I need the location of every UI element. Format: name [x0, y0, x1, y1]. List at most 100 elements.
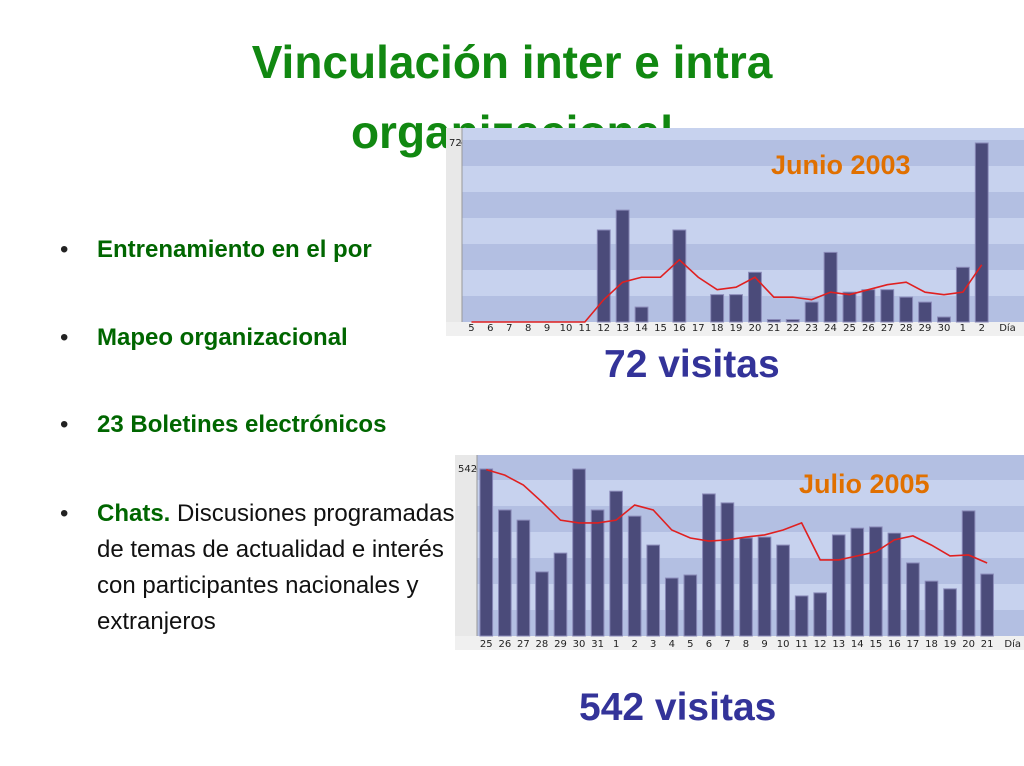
- bullet-text: Mapeo organizacional: [97, 324, 348, 351]
- axis-band: [446, 322, 1024, 336]
- bar: [710, 294, 725, 323]
- bullet-text: Discusiones programadas de temas de actu…: [97, 500, 455, 635]
- x-tick-label: 26: [862, 323, 875, 334]
- plot-stripe: [462, 192, 1024, 218]
- bar: [918, 301, 932, 323]
- x-tick-label: 13: [832, 639, 845, 650]
- y-tick-label: 542: [458, 464, 477, 475]
- x-axis-label: Día: [1004, 638, 1021, 650]
- bar: [590, 509, 605, 637]
- x-tick-label: 22: [786, 323, 799, 334]
- x-tick-label: 8: [743, 639, 749, 650]
- trend-line: [486, 468, 988, 564]
- x-tick-label: 25: [480, 639, 493, 650]
- x-tick-label: 25: [843, 323, 856, 334]
- x-tick-label: 5: [468, 323, 474, 334]
- bar: [924, 580, 939, 637]
- bar: [748, 271, 762, 323]
- x-tick-label: 1: [960, 323, 966, 334]
- x-tick-label: 27: [517, 639, 530, 650]
- bar: [899, 296, 914, 323]
- x-tick-label: 16: [888, 639, 901, 650]
- x-tick-label: 24: [824, 323, 837, 334]
- x-tick-label: 12: [597, 323, 610, 334]
- plot-stripe: [477, 506, 1024, 532]
- bar: [776, 544, 790, 637]
- x-tick-label: 4: [669, 639, 675, 650]
- x-tick-label: 10: [777, 639, 790, 650]
- bar: [906, 562, 920, 637]
- bar: [804, 301, 819, 323]
- bar: [702, 493, 716, 637]
- bar: [672, 229, 687, 323]
- bar: [842, 291, 857, 323]
- bar: [850, 527, 865, 637]
- bar: [974, 142, 989, 323]
- x-tick-label: 3: [650, 639, 656, 650]
- bullet-body: Chats. Discusiones programadas de temas …: [97, 496, 462, 640]
- plot-stripe: [462, 244, 1024, 270]
- bar: [729, 294, 743, 323]
- x-tick-label: 15: [869, 639, 882, 650]
- bar: [572, 468, 586, 637]
- x-tick-label: 7: [506, 323, 512, 334]
- chart-title: Julio 2005: [799, 469, 930, 499]
- bullet-text: Entrenamiento en el por: [97, 236, 372, 263]
- x-tick-label: 19: [944, 639, 957, 650]
- x-tick-label: 29: [919, 323, 932, 334]
- x-tick-label: 21: [767, 323, 780, 334]
- x-tick-label: 31: [591, 639, 604, 650]
- bar: [739, 537, 753, 637]
- bar: [646, 544, 661, 637]
- x-tick-label: 10: [560, 323, 573, 334]
- bar: [634, 306, 649, 323]
- bar: [823, 251, 838, 323]
- bar: [943, 588, 957, 637]
- bar: [980, 573, 994, 637]
- x-tick-label: 30: [573, 639, 586, 650]
- bar: [937, 316, 951, 323]
- bar: [479, 468, 494, 637]
- x-tick-label: 8: [525, 323, 531, 334]
- title-line: Vinculación inter e intra: [251, 36, 773, 88]
- x-tick-label: 16: [673, 323, 686, 334]
- x-tick-label: 14: [851, 639, 864, 650]
- chart-annotation: 542 visitas: [579, 686, 777, 729]
- bar: [535, 571, 549, 637]
- x-tick-label: 9: [544, 323, 550, 334]
- x-tick-label: 19: [730, 323, 743, 334]
- x-tick-label: 2: [979, 323, 985, 334]
- bar: [516, 519, 531, 637]
- x-tick-label: 17: [907, 639, 920, 650]
- x-tick-label: 5: [687, 639, 693, 650]
- x-tick-label: 15: [654, 323, 667, 334]
- bar: [757, 536, 772, 637]
- x-axis-label: Día: [999, 322, 1016, 334]
- bar: [683, 574, 698, 637]
- plot-stripe: [462, 140, 1024, 166]
- x-tick-label: 13: [616, 323, 629, 334]
- x-tick-label: 20: [962, 639, 975, 650]
- bar: [861, 289, 876, 323]
- bar: [785, 319, 800, 323]
- bar: [609, 490, 623, 637]
- x-tick-label: 23: [805, 323, 818, 334]
- bar: [831, 534, 846, 637]
- chart: 725 6 7 8 9 10 11 12 13 14 15 16 17 18 19 20 21 22 23 24 25 2…: [446, 128, 1024, 336]
- plot-stripe: [477, 455, 1024, 480]
- x-tick-label: 9: [761, 639, 767, 650]
- bar: [955, 266, 970, 323]
- x-tick-label: 6: [487, 323, 493, 334]
- bar: [880, 289, 895, 323]
- x-tick-label: 2: [631, 639, 637, 650]
- x-tick-label: 18: [925, 639, 938, 650]
- bar: [615, 209, 630, 323]
- x-tick-label: 11: [578, 323, 591, 334]
- x-tick-label: 21: [981, 639, 994, 650]
- x-tick-label: 14: [635, 323, 648, 334]
- bar: [794, 595, 809, 637]
- x-tick-label: 18: [711, 323, 724, 334]
- x-tick-label: 28: [900, 323, 913, 334]
